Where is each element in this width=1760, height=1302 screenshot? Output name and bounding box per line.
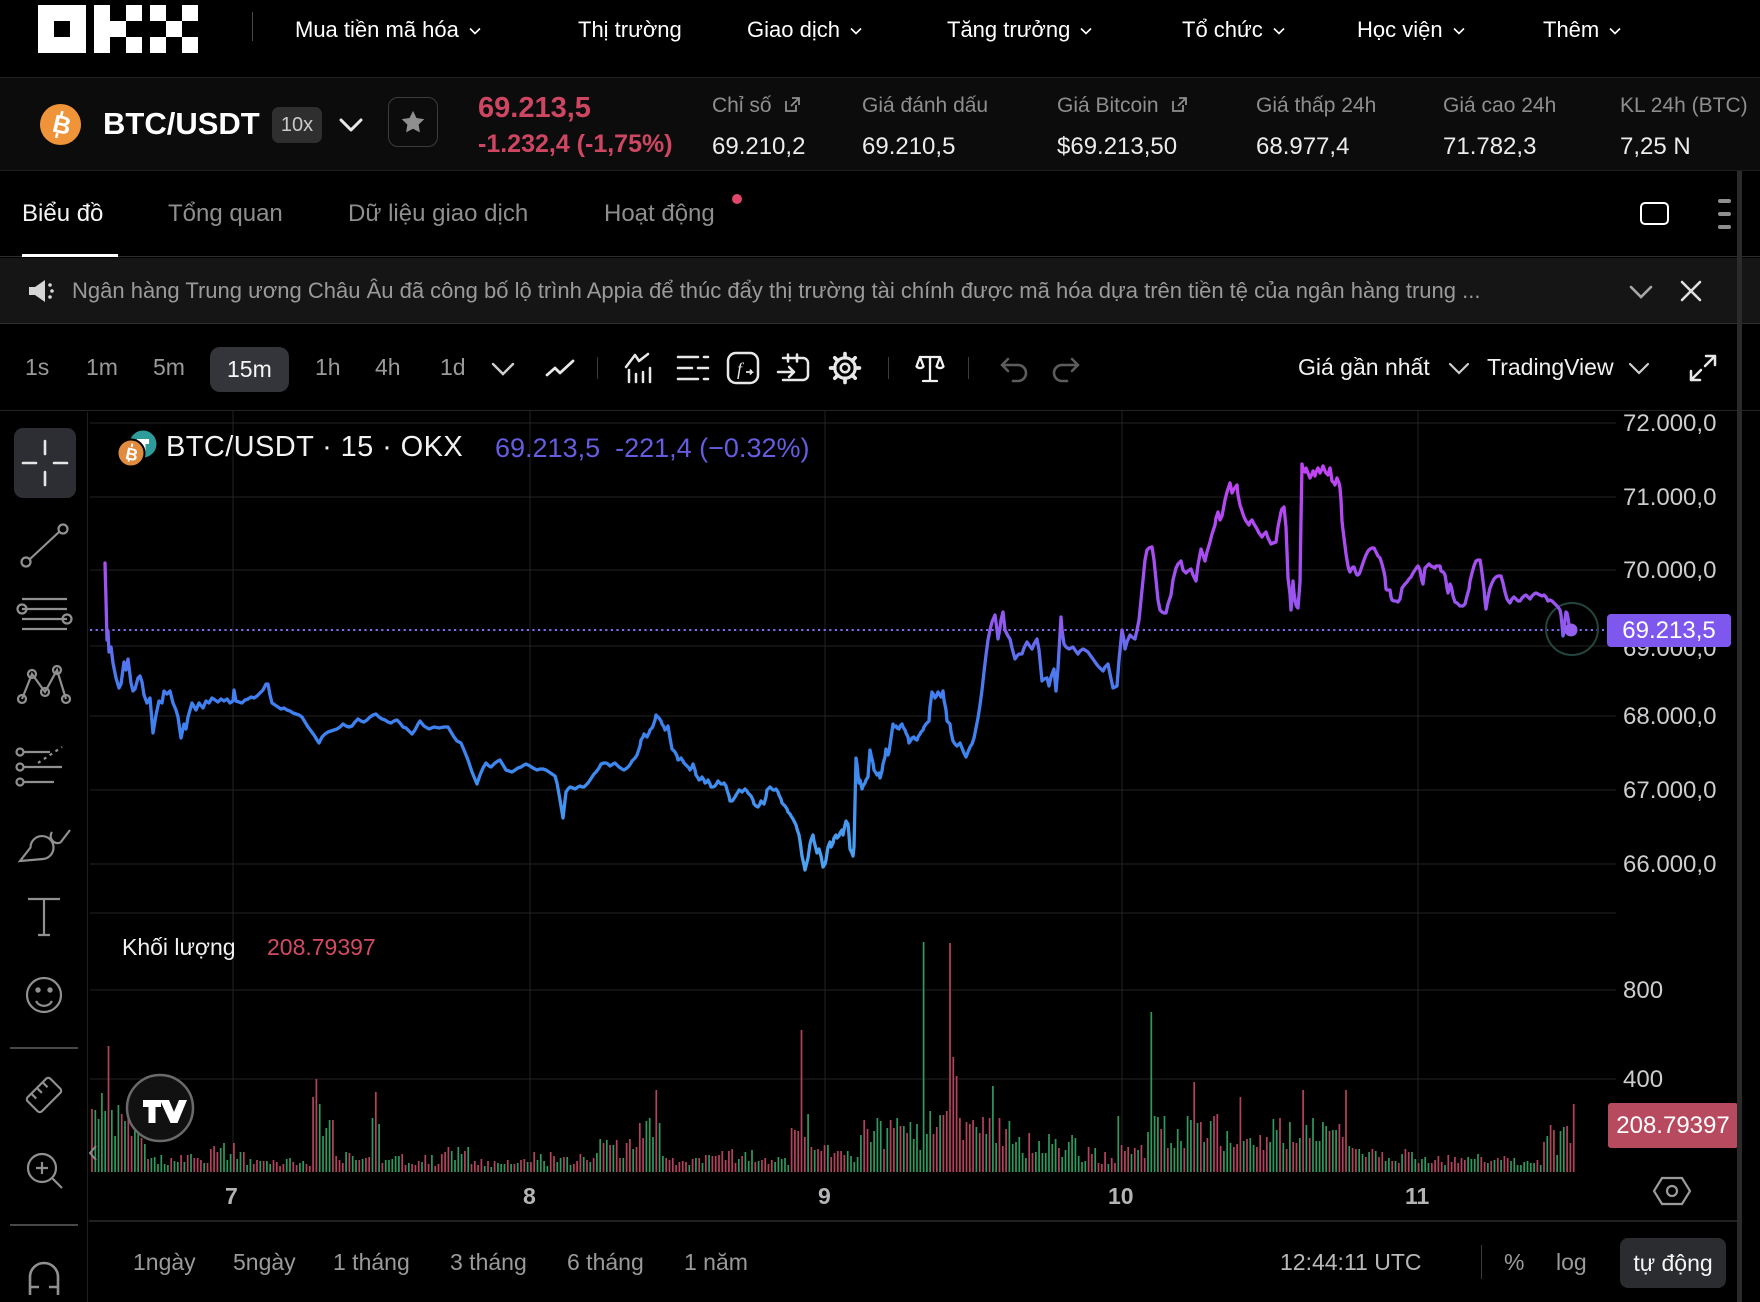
svg-text:B: B [124, 444, 140, 465]
svg-text:B: B [50, 110, 74, 141]
svg-text:f: f [737, 359, 745, 379]
